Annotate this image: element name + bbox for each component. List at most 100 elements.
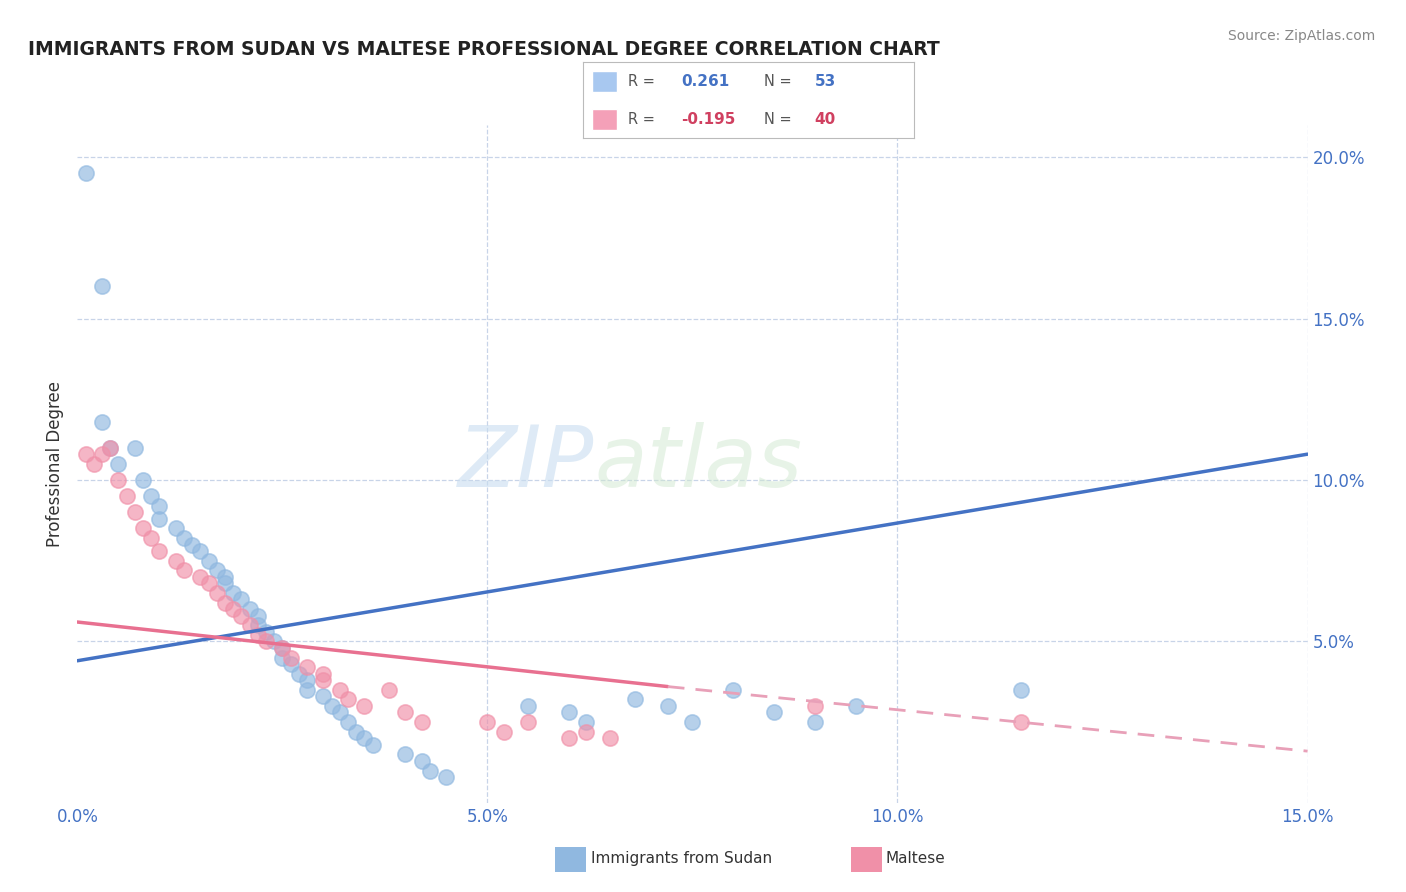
Point: [575, 715, 598, 730]
Point: [575, 724, 598, 739]
Point: [246, 608, 269, 623]
Point: [83, 457, 105, 471]
Point: [132, 473, 155, 487]
Point: [682, 715, 704, 730]
Point: [353, 698, 375, 713]
Point: [288, 666, 311, 681]
Point: [181, 537, 204, 551]
Point: [804, 715, 827, 730]
Point: [222, 586, 245, 600]
Point: [107, 473, 129, 487]
Point: [477, 715, 499, 730]
Point: [197, 576, 219, 591]
Text: Maltese: Maltese: [886, 851, 945, 865]
Point: [254, 624, 277, 639]
Point: [295, 673, 318, 687]
Point: [246, 628, 269, 642]
Point: [107, 457, 129, 471]
Point: [624, 692, 647, 706]
Point: [312, 673, 335, 687]
Point: [280, 650, 302, 665]
Point: [1010, 715, 1032, 730]
Point: [214, 570, 236, 584]
Point: [173, 531, 195, 545]
Point: [173, 563, 195, 577]
Point: [90, 447, 114, 461]
Point: [804, 698, 827, 713]
Point: [124, 441, 146, 455]
Point: [411, 715, 433, 730]
Point: [271, 640, 294, 655]
Bar: [592, 109, 617, 130]
Point: [188, 570, 212, 584]
Point: [165, 521, 187, 535]
Point: [763, 706, 786, 720]
Point: [419, 764, 441, 778]
Point: [280, 657, 302, 671]
Point: [492, 724, 515, 739]
Point: [361, 738, 384, 752]
Point: [436, 770, 458, 784]
Text: N =: N =: [763, 112, 796, 127]
Point: [98, 441, 121, 455]
Point: [312, 690, 335, 704]
Point: [222, 602, 245, 616]
Point: [75, 447, 97, 461]
Point: [263, 634, 285, 648]
Point: [214, 596, 236, 610]
Text: R =: R =: [628, 112, 659, 127]
Text: R =: R =: [628, 74, 659, 89]
Point: [214, 576, 236, 591]
Point: [353, 731, 375, 746]
Point: [411, 754, 433, 768]
Point: [271, 650, 294, 665]
Point: [148, 512, 170, 526]
Point: [98, 441, 121, 455]
Point: [337, 715, 360, 730]
Text: N =: N =: [763, 74, 796, 89]
Point: [115, 489, 138, 503]
Point: [254, 634, 277, 648]
Point: [394, 706, 416, 720]
Point: [517, 698, 540, 713]
Point: [329, 682, 352, 697]
Point: [124, 505, 146, 519]
Point: [1010, 682, 1032, 697]
Text: Source: ZipAtlas.com: Source: ZipAtlas.com: [1227, 29, 1375, 43]
Point: [165, 554, 187, 568]
Text: -0.195: -0.195: [681, 112, 735, 127]
Text: 53: 53: [815, 74, 837, 89]
Point: [517, 715, 540, 730]
Point: [231, 592, 253, 607]
Point: [90, 415, 114, 429]
Point: [723, 682, 745, 697]
Point: [295, 682, 318, 697]
Point: [337, 692, 360, 706]
Point: [329, 706, 352, 720]
Point: [394, 747, 416, 762]
Point: [205, 586, 228, 600]
Point: [90, 279, 114, 293]
Point: [271, 640, 294, 655]
Text: 0.261: 0.261: [681, 74, 730, 89]
Text: IMMIGRANTS FROM SUDAN VS MALTESE PROFESSIONAL DEGREE CORRELATION CHART: IMMIGRANTS FROM SUDAN VS MALTESE PROFESS…: [28, 40, 939, 59]
Point: [344, 724, 367, 739]
Point: [246, 618, 269, 632]
Point: [321, 698, 343, 713]
Text: Immigrants from Sudan: Immigrants from Sudan: [591, 851, 772, 865]
Point: [197, 554, 219, 568]
Point: [845, 698, 868, 713]
Point: [295, 660, 318, 674]
Text: ZIP: ZIP: [458, 422, 595, 506]
Point: [148, 499, 170, 513]
Point: [239, 602, 262, 616]
Point: [599, 731, 621, 746]
Point: [558, 706, 581, 720]
Point: [378, 682, 401, 697]
Point: [75, 166, 97, 180]
Point: [231, 608, 253, 623]
Point: [188, 544, 212, 558]
Point: [141, 489, 163, 503]
Y-axis label: Professional Degree: Professional Degree: [46, 381, 65, 547]
Point: [205, 563, 228, 577]
